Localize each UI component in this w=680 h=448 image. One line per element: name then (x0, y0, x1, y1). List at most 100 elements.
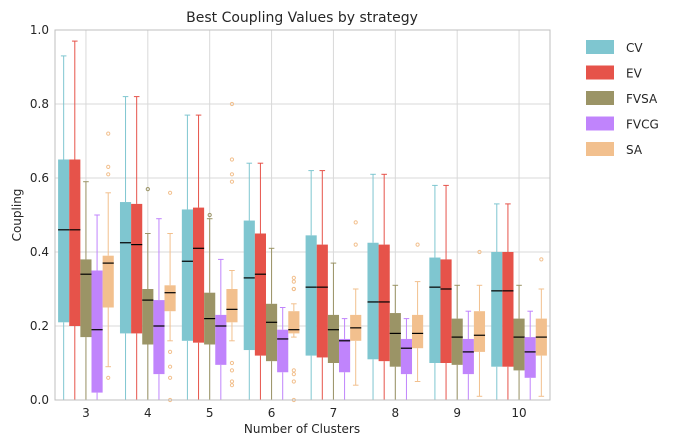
box-sa-6 (288, 275, 300, 403)
outlier-point (291, 379, 296, 384)
box-sa-7 (350, 220, 362, 386)
outlier-point (167, 375, 173, 380)
box-body (412, 314, 424, 349)
box-body (339, 338, 351, 373)
y-tick-label: 0.0 (30, 393, 49, 407)
outlier-point (291, 279, 296, 284)
legend-item-ev: EV (586, 65, 643, 81)
box-body (181, 209, 193, 341)
legend-label: EV (626, 67, 643, 81)
x-tick-label: 8 (391, 406, 399, 420)
box-body (102, 255, 114, 308)
outlier-point (415, 242, 420, 247)
outlier-point (477, 249, 482, 255)
box-sa-9 (473, 249, 486, 397)
legend-item-fvcg: FVCG (586, 116, 659, 132)
outlier-point (229, 157, 235, 162)
chart-title: Best Coupling Values by strategy (186, 10, 418, 26)
legend-swatch (586, 116, 614, 131)
legend-item-sa: SA (586, 142, 643, 157)
box-body (265, 303, 278, 362)
outlier-point (229, 368, 235, 373)
outlier-point (229, 101, 235, 107)
outlier-point (291, 286, 296, 292)
box-body (153, 300, 165, 375)
legend-swatch (586, 91, 614, 105)
box-body (142, 289, 154, 345)
outlier-point (539, 257, 544, 262)
legend-item-fvsa: FVSA (586, 91, 658, 106)
outlier-point (291, 275, 296, 280)
y-tick-label: 0.6 (30, 171, 49, 185)
box-ev-10 (502, 203, 514, 401)
outlier-point (167, 364, 173, 369)
box-body (80, 259, 92, 338)
outlier-point (106, 172, 111, 177)
box-body (502, 252, 514, 367)
box-body (226, 289, 238, 323)
x-tick-label: 10 (511, 406, 526, 420)
box-body (440, 259, 452, 363)
legend-label: FVSA (626, 92, 658, 106)
y-tick-label: 0.4 (30, 245, 49, 259)
box-body (327, 314, 340, 363)
box-cv-10 (491, 203, 503, 401)
legend-label: FVCG (626, 118, 659, 132)
box-body (367, 242, 379, 360)
box-body (119, 202, 132, 334)
outlier-point (106, 375, 111, 380)
box-body (288, 311, 300, 334)
outlier-point (291, 368, 296, 373)
y-tick-label: 1.0 (30, 23, 49, 37)
x-tick-label: 3 (82, 406, 90, 420)
legend-swatch (586, 65, 614, 80)
plot-area: 0.0 0.2 0.4 0.6 0.8 1.0 3 4 5 6 7 8 9 10 (30, 23, 551, 420)
x-tick-label: 7 (330, 406, 338, 420)
box-body (473, 311, 486, 352)
outlier-point (229, 360, 235, 366)
y-axis-label: Coupling (10, 189, 24, 242)
outlier-point (106, 164, 111, 169)
box-ev-4 (131, 96, 143, 401)
box-fvcg-6 (277, 307, 289, 401)
outlier-point (229, 172, 235, 177)
box-body (513, 318, 525, 371)
outlier-point (106, 131, 111, 136)
box-body (451, 318, 463, 365)
box-body (192, 207, 205, 343)
outlier-point (353, 242, 358, 247)
box-body (277, 329, 289, 373)
box-body (491, 252, 503, 367)
box-body (378, 244, 390, 362)
box-body (524, 337, 536, 378)
legend: CV EV FVSA FVCG SA (586, 40, 659, 157)
legend-swatch (586, 142, 614, 156)
y-tick-label: 0.2 (30, 319, 49, 333)
legend-label: SA (626, 143, 643, 157)
box-body (91, 270, 103, 393)
box-sa-3 (102, 131, 114, 380)
box-cv-9 (429, 184, 441, 401)
outlier-point (145, 187, 150, 192)
box-sa-10 (535, 257, 547, 397)
box-body (215, 314, 227, 365)
box-ev-6 (254, 162, 266, 401)
box-fvsa-4 (142, 187, 154, 401)
box-sa-8 (412, 242, 424, 382)
box-body (389, 313, 401, 367)
outlier-point (353, 220, 358, 225)
x-tick-label: 5 (206, 406, 214, 420)
box-body (131, 203, 143, 334)
box-body (400, 338, 413, 375)
box-body (305, 235, 317, 356)
legend-label: CV (626, 41, 643, 55)
outlier-point (229, 383, 235, 388)
outlier-point (291, 372, 296, 377)
outlier-point (207, 212, 212, 218)
x-tick-label: 4 (144, 406, 152, 420)
box-body (429, 257, 441, 363)
box-sa-5 (226, 101, 238, 388)
box-cv-4 (119, 96, 132, 401)
